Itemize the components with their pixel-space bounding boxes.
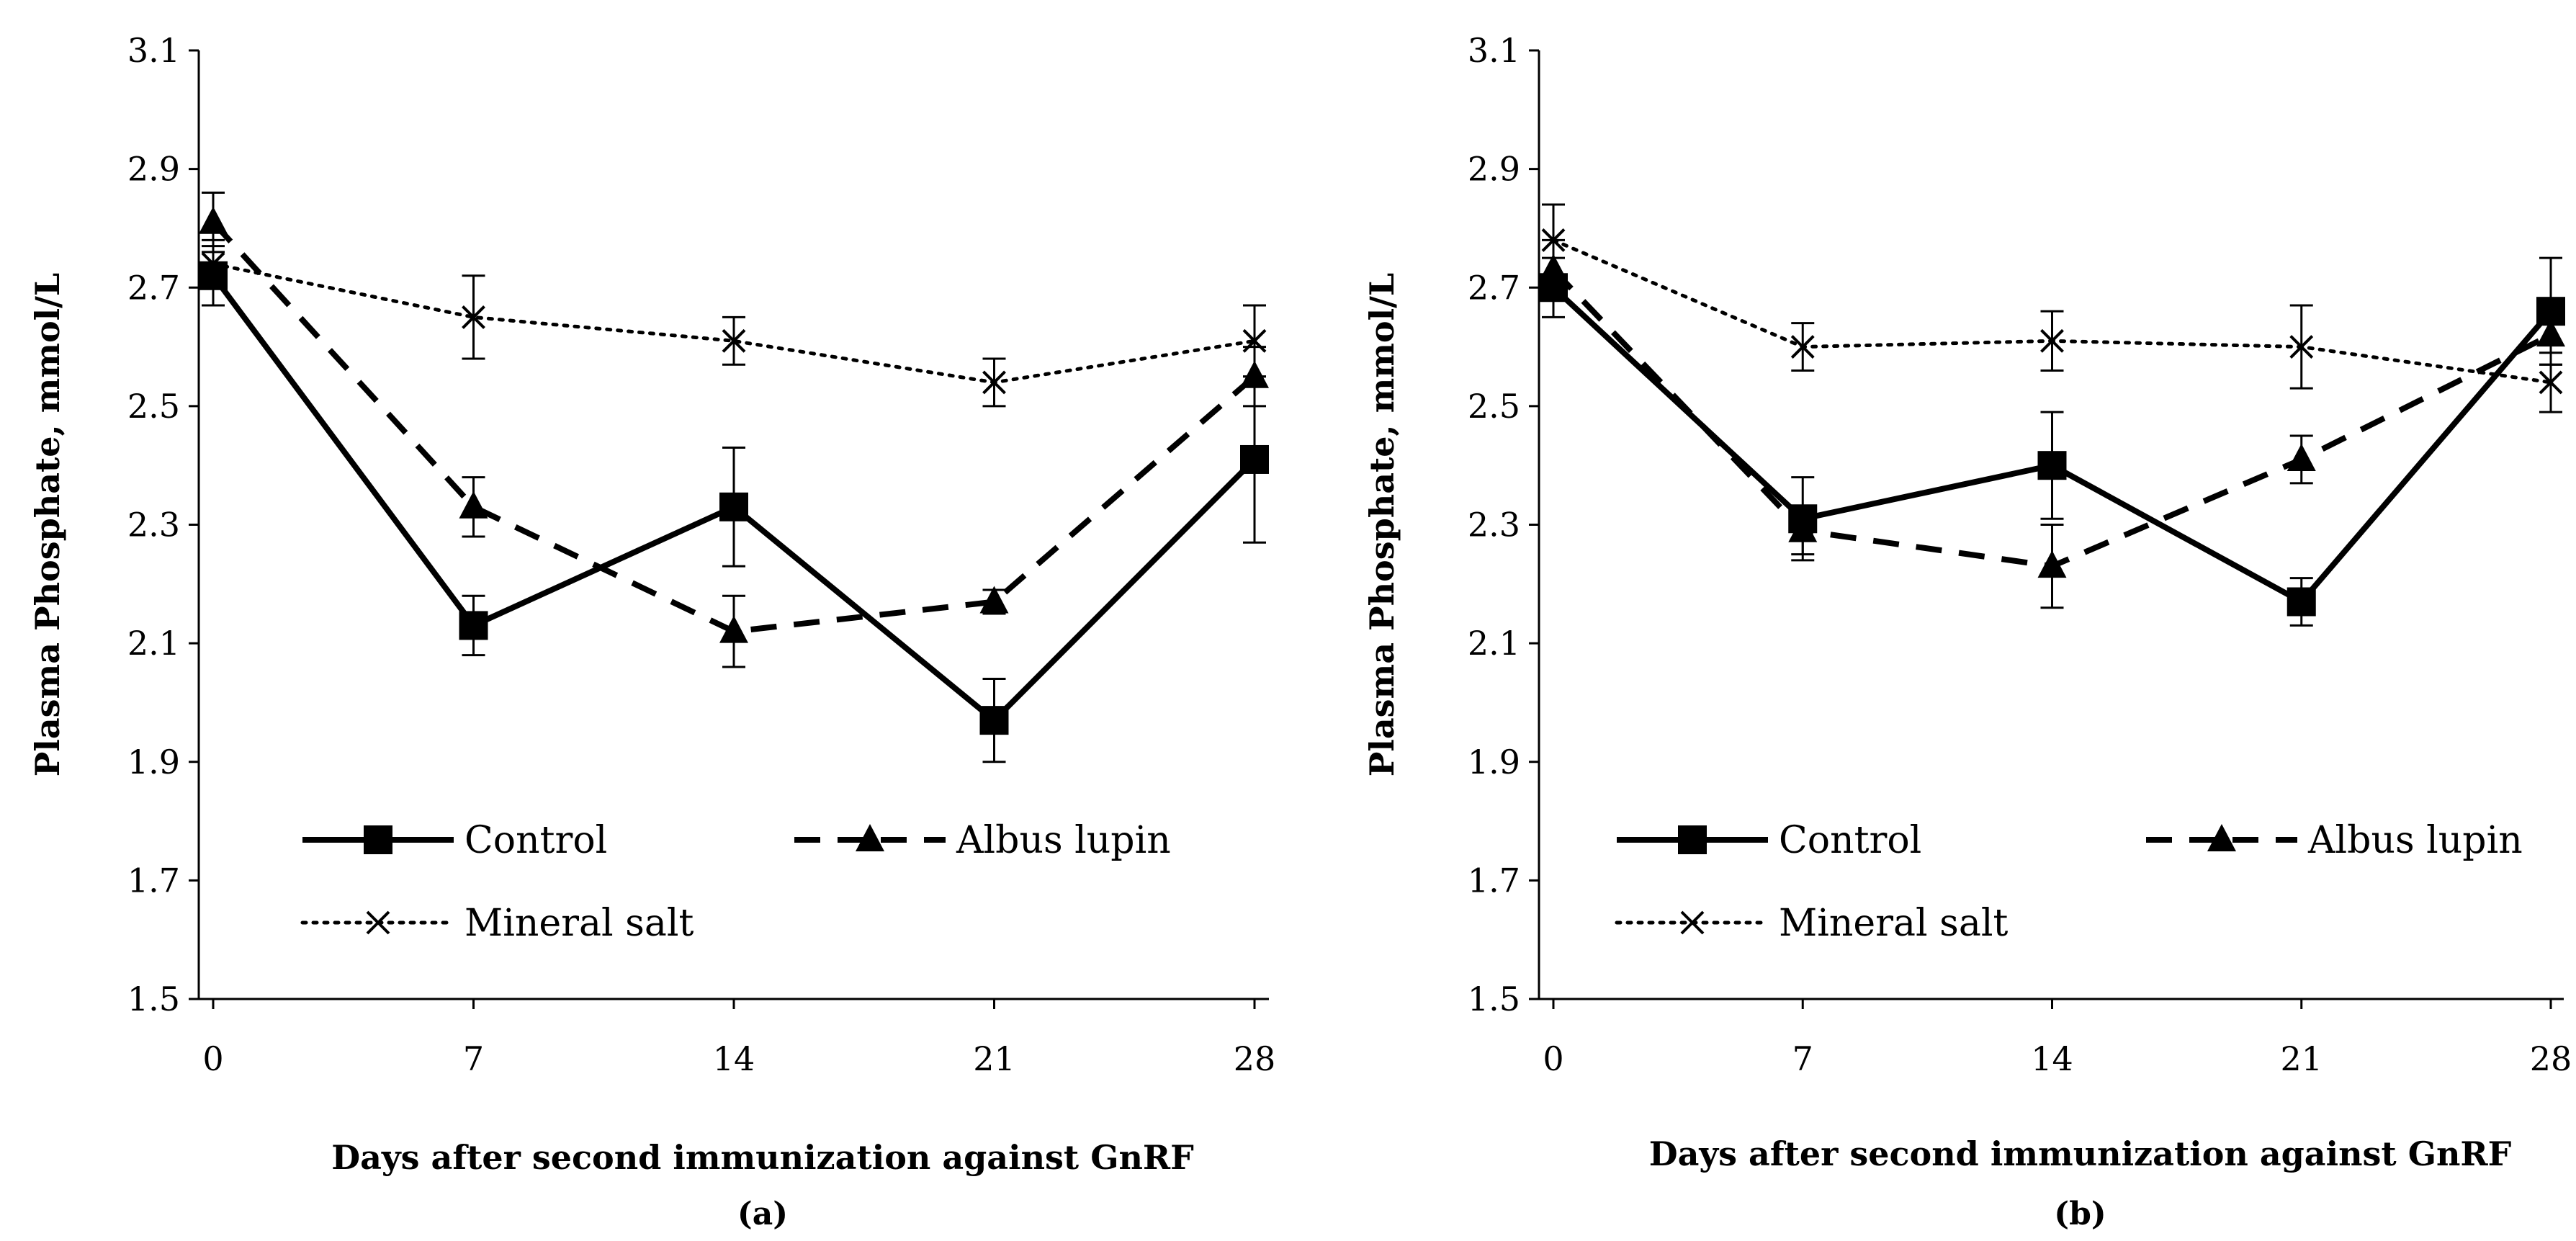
panel-a-albus-lupin-point [719,615,748,643]
panel-a-y-tick-label: 1.5 [127,980,180,1018]
panel-a-y-tick-label: 1.9 [127,743,180,781]
panel-a-panel-label: (a) [737,1196,788,1232]
panel-b-x-tick-label: 28 [2530,1039,2572,1078]
panel-b: 1.5 1.7 1.9 2.1 2.3 2.5 2.7 2.9 3.1 0 7 14 21 28 Plasm… [1363,31,2572,1232]
panel-a-x-tick-label: 21 [973,1039,1015,1078]
panel-a-x-tick-label: 14 [713,1039,755,1078]
panel-a-y-axis-title: Plasma Phosphate, mmol/L [28,273,67,776]
panel-a-y-tick-label: 2.3 [127,506,180,545]
panel-a-x-tick-label: 7 [463,1039,484,1078]
panel-a-legend-item-control: Control [302,819,607,862]
panel-b-control-point [2286,587,2316,617]
panel-b-y-tick-label: 2.7 [1468,268,1520,307]
legend-marker [856,824,884,851]
legend-label: Control [465,819,607,862]
panel-b-legend-item-control: Control [1617,819,1921,862]
legend-marker [364,825,392,854]
legend-label: Albus lupin [956,819,1171,862]
panel-a-y-tick-label: 2.5 [127,387,180,426]
panel-a-y-tick-label: 2.7 [127,268,180,307]
panel-a-y-tick-label: 2.1 [127,624,180,663]
panel-b-albus-lupin-point [2286,443,2316,471]
panel-b-x-axis-title: Days after second immunization against G… [1649,1134,2512,1173]
panel-b-y-tick-label: 2.1 [1468,624,1520,663]
panel-b-x-tick-label: 7 [1792,1039,1813,1078]
panel-a-y-tick-label: 2.9 [127,150,180,189]
panel-b-y-tick-label: 2.3 [1468,506,1520,545]
panel-b-x-tick-label: 14 [2031,1039,2073,1078]
panel-a-series-line-albus-lupin [211,220,1257,635]
panel-b-legend-item-mineral-salt: Mineral salt [1615,902,2008,945]
panel-b-y-tick-label: 1.7 [1468,861,1520,900]
panel-a-mineral-salt-point [982,370,1006,395]
panel-a-mineral-salt-point [462,305,485,329]
panel-a-mineral-salt-point [201,251,225,276]
panel-b-mineral-salt-point [1790,335,1815,359]
legend-label: Mineral salt [1779,902,2008,945]
legend-marker [1678,825,1707,854]
panel-a-y-tick-label: 1.7 [127,861,180,900]
panel-b-control-point [2037,451,2067,480]
panel-b-y-tick-label: 2.5 [1468,387,1520,426]
panel-b-mineral-salt-point [2040,328,2064,353]
panel-b-panel-label: (b) [2054,1196,2106,1232]
panel-b-x-tick-label: 21 [2280,1039,2323,1078]
panel-b-legend-item-albus-lupin: Albus lupin [2146,819,2523,862]
panel-a-legend-item-albus-lupin: Albus lupin [794,819,1171,862]
panel-a-mineral-salt-point [1242,328,1267,353]
panel-b-y-tick-label: 1.9 [1468,743,1520,781]
panel-a-x-tick-label: 28 [1234,1039,1276,1078]
panel-b-x-tick-label: 0 [1543,1039,1563,1078]
legend-marker [366,910,390,935]
panel-a-series-line-mineral-salt [211,261,1257,385]
panel-a-control-point [1240,444,1269,474]
panel-a-x-axis-title: Days after second immunization against G… [331,1138,1194,1177]
panel-b-albus-lupin-point [2037,550,2067,578]
panel-a-x-tick-label: 0 [202,1039,223,1078]
panel-b-mineral-salt-point [1541,228,1566,252]
panel-b-y-tick-label: 1.5 [1468,980,1520,1018]
panel-b-y-tick-label: 3.1 [1468,31,1520,70]
legend-marker [2207,824,2236,851]
panel-b-y-axis-title: Plasma Phosphate, mmol/L [1363,273,1401,776]
panel-a-albus-lupin-point [979,586,1009,614]
panel-a: 1.5 1.7 1.9 2.1 2.3 2.5 2.7 2.9 3.1 0 7 14 21 28 Plasm… [28,31,1275,1232]
legend-label: Control [1779,819,1921,862]
panel-a-control-point [719,492,748,521]
legend-label: Mineral salt [465,902,694,945]
panel-b-mineral-salt-point [2289,335,2314,359]
panel-a-legend-item-mineral-salt: Mineral salt [300,902,694,945]
panel-a-mineral-salt-point [722,328,746,353]
legend-label: Albus lupin [2307,819,2523,862]
panel-b-albus-lupin-point [1788,514,1818,542]
panel-a-control-point [459,611,488,640]
panel-b-mineral-salt-point [2539,370,2563,395]
panel-a-albus-lupin-point [199,206,228,234]
panel-a-y-tick-label: 3.1 [127,31,180,70]
panel-a-albus-lupin-point [459,490,488,519]
panel-b-albus-lupin-point [2536,319,2565,347]
legend-marker [1680,910,1705,935]
panel-b-y-tick-label: 2.9 [1468,150,1520,189]
panel-a-control-point [979,706,1009,735]
